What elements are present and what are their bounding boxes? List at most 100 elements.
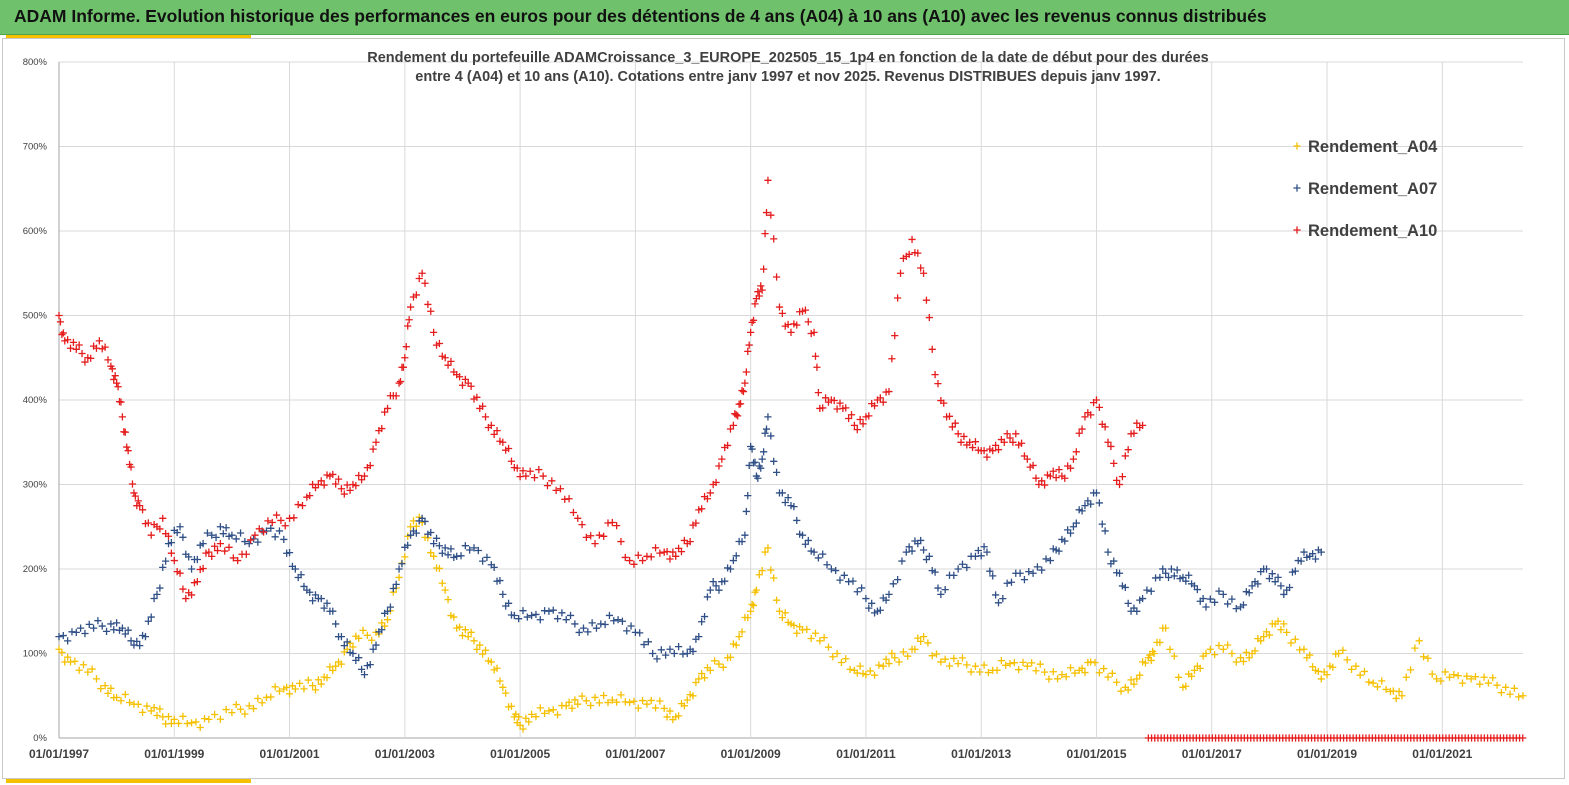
rendement-a10-point (726, 425, 735, 433)
rendement-a07-point (757, 464, 765, 472)
rendement-a07-point (1245, 589, 1253, 597)
rendement-a07-point (1055, 547, 1063, 555)
rendement-a07-point (1101, 527, 1109, 535)
rendement-a04-point (885, 659, 893, 668)
rendement-a04-point (522, 714, 530, 722)
rendement-a10-point (870, 402, 879, 410)
rendement-a04-point (1317, 675, 1325, 683)
rendement-a07-point (1185, 571, 1193, 579)
rendement-a07-point (499, 590, 507, 598)
rendement-a04-point (748, 600, 756, 608)
rendement-a07-point (762, 425, 771, 433)
rendement-a10-point (669, 548, 677, 556)
rendement-a07-point (395, 565, 403, 573)
y-tick-label: 600% (23, 226, 48, 237)
rendement-a10-point (591, 540, 599, 548)
rendement-a07-point (778, 489, 786, 497)
rendement-a10-point (957, 438, 965, 446)
rendement-a04-point (767, 566, 775, 574)
rendement-a04-point (183, 719, 191, 728)
rendement-a07-point (748, 445, 756, 453)
rendement-a10-point (552, 486, 560, 494)
rendement-a07-point (1162, 569, 1170, 577)
rendement-a04-point (895, 658, 903, 666)
rendement-a10-point (493, 427, 501, 435)
rendement-a04-point (1471, 673, 1480, 681)
rendement-a07-point (810, 548, 818, 556)
rendement-a10-point (290, 514, 298, 522)
rendement-a04-point (689, 692, 697, 700)
rendement-a04-point (1347, 665, 1356, 674)
rendement-a04-point (928, 652, 936, 660)
rendement-a10-point (412, 291, 420, 299)
rendement-a07-point (712, 582, 720, 590)
rendement-a07-point (102, 627, 111, 635)
rendement-a04-point (888, 649, 896, 658)
rendement-a04-point (1356, 671, 1364, 679)
rendement-a07-point (732, 552, 740, 560)
rendement-a04-point (778, 614, 786, 622)
rendement-a07-point (958, 560, 967, 568)
rendement-a10-point (131, 492, 139, 500)
rendement-a04-point (954, 660, 962, 668)
rendement-a10-point (208, 552, 216, 560)
rendement-a10-point (251, 531, 259, 539)
rendement-a04-point (747, 607, 755, 615)
rendement-a07-point (447, 545, 455, 553)
rendement-a10-point (1052, 474, 1060, 482)
rendement-a07-point (523, 613, 531, 621)
legend-label: Rendement_A07 (1308, 180, 1437, 198)
rendement-a04-point (1224, 641, 1232, 649)
rendement-a10-point (729, 421, 737, 429)
rendement-a04-point (919, 633, 928, 641)
rendement-a07-point (819, 550, 827, 558)
x-tick-label: 01/01/2017 (1182, 747, 1242, 761)
rendement-a10-point (317, 477, 325, 485)
rendement-a10-point (128, 480, 137, 488)
rendement-a04-point (507, 702, 516, 710)
rendement-a07-point (1277, 582, 1285, 590)
rendement-a10-point (1087, 411, 1095, 419)
rendement-a07-point (187, 565, 196, 573)
rendement-a10-point (842, 404, 850, 412)
rendement-a04-point (604, 698, 612, 707)
rendement-a10-point (221, 547, 229, 555)
x-tick-label: 01/01/2009 (721, 747, 781, 761)
rendement-a04-point (291, 685, 299, 693)
rendement-a10-point (1113, 476, 1121, 484)
rendement-a04-point (92, 675, 101, 683)
rendement-a07-point (963, 563, 971, 572)
rendement-a10-point (535, 466, 543, 474)
rendement-a07-point (150, 594, 158, 603)
rendement-a10-point (320, 481, 328, 489)
rendement-a07-point (562, 616, 570, 624)
rendement-a10-point (556, 485, 565, 493)
rendement-a10-point (170, 556, 178, 565)
rendement-a10-point (712, 478, 720, 487)
rendement-a04-point (1306, 651, 1314, 659)
rendement-a04-point (532, 713, 540, 721)
rendement-a10-point (718, 455, 726, 463)
rendement-a07-point (1311, 555, 1320, 563)
rendement-a04-point (1407, 666, 1415, 674)
rendement-a07-point (729, 556, 737, 565)
rendement-a07-point (1219, 590, 1227, 598)
rendement-a04-point (470, 637, 478, 645)
rendement-a04-point (1480, 673, 1488, 681)
accent-bar-top (6, 35, 251, 39)
rendement-a04-point (1108, 669, 1116, 677)
rendement-a07-point (297, 571, 305, 579)
rendement-a10-point (989, 447, 997, 455)
rendement-a07-point (317, 594, 325, 603)
rendement-a10-point (118, 413, 127, 421)
rendement-a04-point (329, 666, 337, 675)
x-tick-label: 01/01/2015 (1066, 747, 1126, 761)
rendement-a10-point (357, 476, 366, 484)
rendement-a10-point (242, 550, 250, 558)
rendement-a04-point (600, 691, 608, 700)
rendement-a07-point (241, 537, 249, 546)
rendement-a07-point (1098, 520, 1106, 528)
rendement-a07-point (1078, 507, 1086, 515)
rendement-a07-point (832, 566, 840, 575)
rendement-a04-point (879, 662, 887, 670)
